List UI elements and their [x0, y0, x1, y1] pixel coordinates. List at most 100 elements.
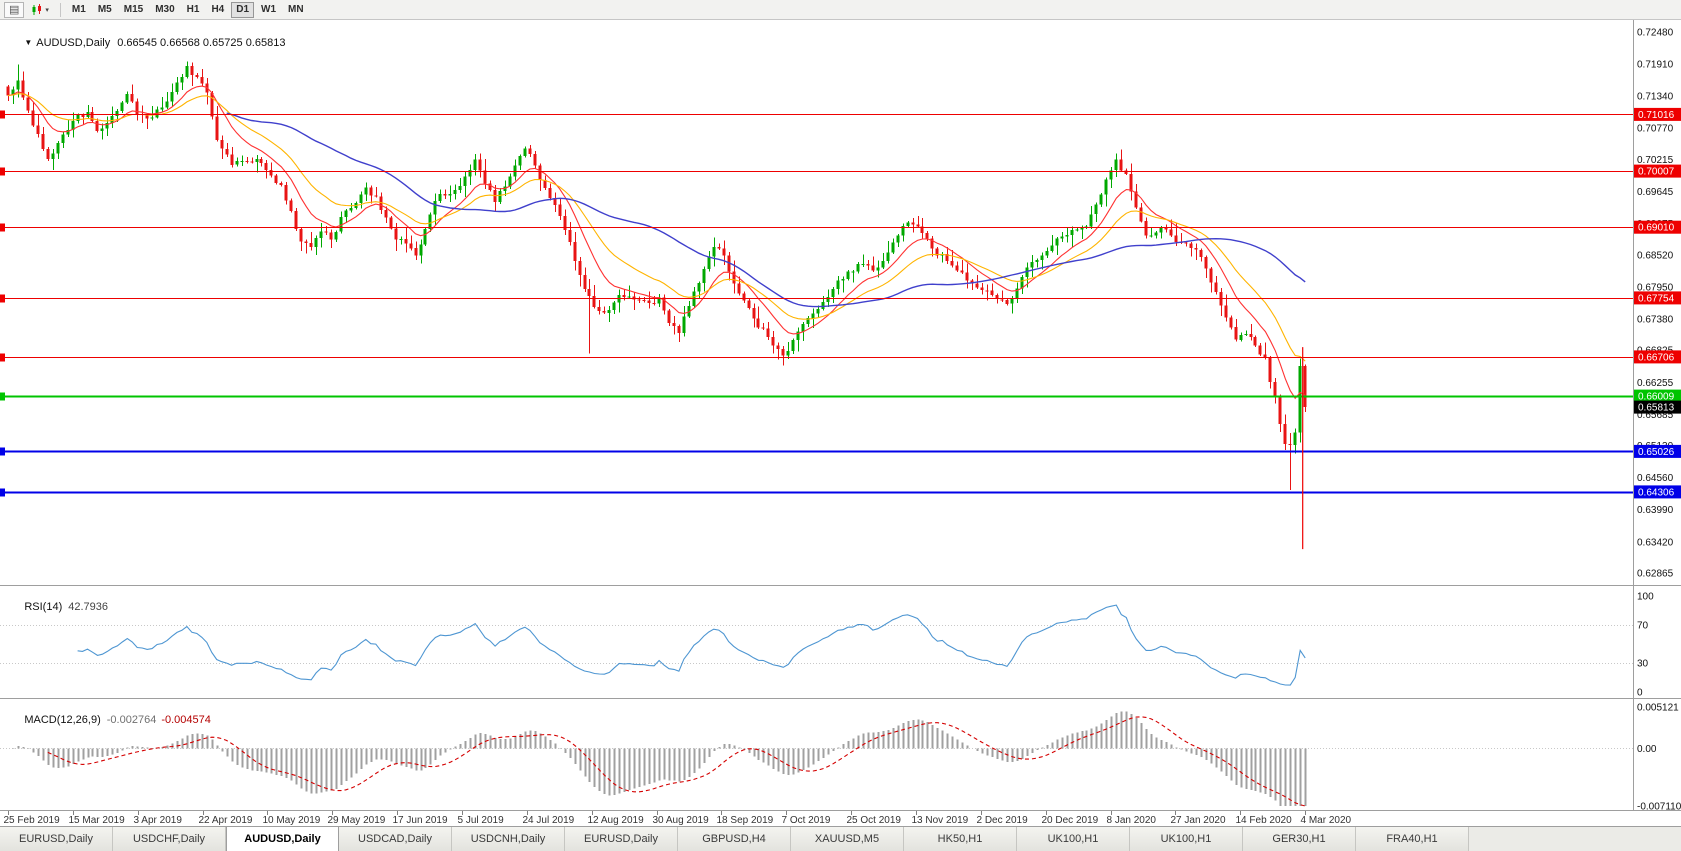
price-badge-0.65026: 0.65026	[1634, 444, 1681, 458]
chart-type-button[interactable]: ▾	[26, 2, 54, 18]
svg-text:0.67754: 0.67754	[1638, 293, 1675, 304]
chart-window-button[interactable]: ▤	[4, 1, 25, 18]
price-badge-0.66706: 0.66706	[1634, 350, 1681, 364]
svg-text:0.71016: 0.71016	[1638, 110, 1675, 121]
svg-text:25 Oct 2019: 25 Oct 2019	[847, 815, 902, 826]
svg-text:10 May 2019: 10 May 2019	[263, 815, 321, 826]
svg-text:22 Apr 2019: 22 Apr 2019	[199, 815, 253, 826]
svg-text:100: 100	[1637, 592, 1654, 603]
timeframe-button-m15[interactable]: M15	[123, 4, 144, 15]
svg-text:29 May 2019: 29 May 2019	[328, 815, 386, 826]
svg-text:7 Oct 2019: 7 Oct 2019	[782, 815, 831, 826]
svg-text:4 Mar 2020: 4 Mar 2020	[1301, 815, 1352, 826]
svg-text:0.005121: 0.005121	[1637, 703, 1679, 714]
chart-tab-9-uk100-h1[interactable]: UK100,H1	[1017, 827, 1130, 851]
macd-signal-line	[47, 716, 1306, 807]
chart-marker-icon: ▼	[24, 38, 33, 47]
price-badge-0.67754: 0.67754	[1634, 291, 1681, 305]
svg-text:0.66009: 0.66009	[1638, 392, 1675, 403]
chart-tab-5-eurusd-daily[interactable]: EURUSD,Daily	[565, 827, 678, 851]
rsi-value: 42.7936	[68, 601, 109, 613]
svg-text:0.65813: 0.65813	[1638, 403, 1675, 414]
svg-text:0.69010: 0.69010	[1638, 223, 1675, 234]
chart-tab-2-audusd-daily[interactable]: AUDUSD,Daily	[226, 827, 339, 851]
chart-tab-7-xauusd-m5[interactable]: XAUUSD,M5	[791, 827, 904, 851]
hline-left-marker	[0, 488, 5, 497]
svg-text:0.70215: 0.70215	[1637, 155, 1674, 166]
rsi-line	[77, 604, 1306, 686]
price-badge-0.70007: 0.70007	[1634, 164, 1681, 178]
price-badge-0.66009: 0.66009	[1634, 389, 1681, 403]
timeframe-button-d1[interactable]: D1	[231, 1, 255, 18]
svg-text:14 Feb 2020: 14 Feb 2020	[1236, 815, 1293, 826]
svg-text:0: 0	[1637, 688, 1643, 699]
chart-tab-0-eurusd-daily[interactable]: EURUSD,Daily	[0, 827, 113, 851]
date-axis[interactable]: 25 Feb 2019 15 Mar 2019 3 Apr 2019 22 Apr 2…	[4, 811, 1352, 826]
svg-text:18 Sep 2019: 18 Sep 2019	[717, 815, 774, 826]
timeframe-button-m5[interactable]: M5	[97, 4, 112, 15]
svg-text:0.70007: 0.70007	[1638, 167, 1675, 178]
hline-left-marker	[0, 294, 5, 303]
svg-text:-0.007110: -0.007110	[1637, 802, 1681, 813]
svg-text:2 Dec 2019: 2 Dec 2019	[977, 815, 1029, 826]
hline-left-marker	[0, 223, 5, 232]
macd-axis: 0.005121 0.00 -0.007110	[1637, 703, 1681, 813]
macd-main-value: -0.002764	[106, 714, 157, 726]
svg-text:0.62865: 0.62865	[1637, 569, 1674, 580]
candlestick-series	[6, 61, 1307, 490]
timeframe-button-h4[interactable]: H4	[211, 4, 225, 15]
chart-tabs-bar: EURUSD,Daily USDCHF,Daily AUDUSD,Daily USDC…	[0, 826, 1681, 851]
chart-tab-12-fra40-h1[interactable]: FRA40,H1	[1356, 827, 1469, 851]
svg-text:0.66706: 0.66706	[1638, 352, 1675, 363]
svg-text:0.68520: 0.68520	[1637, 250, 1674, 261]
chart-tab-11-ger30-h1[interactable]: GER30,H1	[1243, 827, 1356, 851]
top-toolbar: ▤ ▾ M1 M5 M15 M30 H1 H4 D1 W1 MN	[0, 0, 1681, 20]
timeframe-button-w1[interactable]: W1	[261, 4, 277, 15]
chart-canvas[interactable]: 0.72480 0.71910 0.71340 0.70770 0.70215 0.696…	[0, 20, 1681, 827]
chart-title: ▼ AUDUSD,Daily 0.66545 0.66568 0.65725 0.6…	[6, 25, 285, 61]
ma-45-line	[226, 112, 1306, 308]
ma-21-line	[7, 93, 1306, 362]
chart-tab-10-uk100-h1[interactable]: UK100,H1	[1130, 827, 1243, 851]
rsi-name: RSI(14)	[24, 601, 63, 613]
svg-text:0.69645: 0.69645	[1637, 187, 1674, 198]
chart-tab-3-usdcad-daily[interactable]: USDCAD,Daily	[339, 827, 452, 851]
svg-text:0.71910: 0.71910	[1637, 60, 1674, 71]
dropdown-caret-icon: ▾	[45, 6, 49, 14]
svg-text:0.72480: 0.72480	[1637, 28, 1674, 39]
chart-symbol-period: AUDUSD,Daily	[36, 37, 111, 49]
macd-label: MACD(12,26,9) -0.002764 -0.004574	[6, 702, 211, 738]
svg-text:20 Dec 2019: 20 Dec 2019	[1042, 815, 1099, 826]
svg-text:27 Jan 2020: 27 Jan 2020	[1171, 815, 1226, 826]
rsi-label: RSI(14) 42.7936	[6, 589, 108, 625]
svg-text:30: 30	[1637, 659, 1649, 670]
svg-text:5 Jul 2019: 5 Jul 2019	[458, 815, 505, 826]
hline-left-marker	[0, 353, 5, 362]
svg-text:0.67950: 0.67950	[1637, 282, 1674, 293]
chart-tab-1-usdchf-daily[interactable]: USDCHF,Daily	[113, 827, 226, 851]
svg-text:0.63420: 0.63420	[1637, 537, 1674, 548]
timeframe-button-h1[interactable]: H1	[186, 4, 200, 15]
timeframe-button-mn[interactable]: MN	[288, 4, 304, 15]
hline-left-marker	[0, 167, 5, 176]
svg-text:0.67380: 0.67380	[1637, 315, 1674, 326]
hline-left-marker	[0, 392, 5, 401]
hline-left-marker	[0, 110, 5, 119]
chart-tab-8-hk50-h1[interactable]: HK50,H1	[904, 827, 1017, 851]
timeframe-button-m1[interactable]: M1	[71, 4, 86, 15]
price-badge-0.64306: 0.64306	[1634, 485, 1681, 499]
price-badge-0.69010: 0.69010	[1634, 220, 1681, 234]
svg-text:0.71340: 0.71340	[1637, 92, 1674, 103]
svg-text:15 Mar 2019: 15 Mar 2019	[69, 815, 126, 826]
macd-signal-value: -0.004574	[161, 714, 211, 726]
ma-10-line	[7, 85, 1306, 400]
chart-tab-6-gbpusd-h4[interactable]: GBPUSD,H4	[678, 827, 791, 851]
chart-window-icon: ▤	[9, 4, 20, 16]
svg-text:0.64306: 0.64306	[1638, 487, 1675, 498]
svg-text:13 Nov 2019: 13 Nov 2019	[912, 815, 969, 826]
chart-tab-4-usdcnh-daily[interactable]: USDCNH,Daily	[452, 827, 565, 851]
timeframe-button-m30[interactable]: M30	[155, 4, 175, 15]
svg-text:0.64560: 0.64560	[1637, 473, 1674, 484]
candlestick-chart-icon	[32, 3, 42, 15]
